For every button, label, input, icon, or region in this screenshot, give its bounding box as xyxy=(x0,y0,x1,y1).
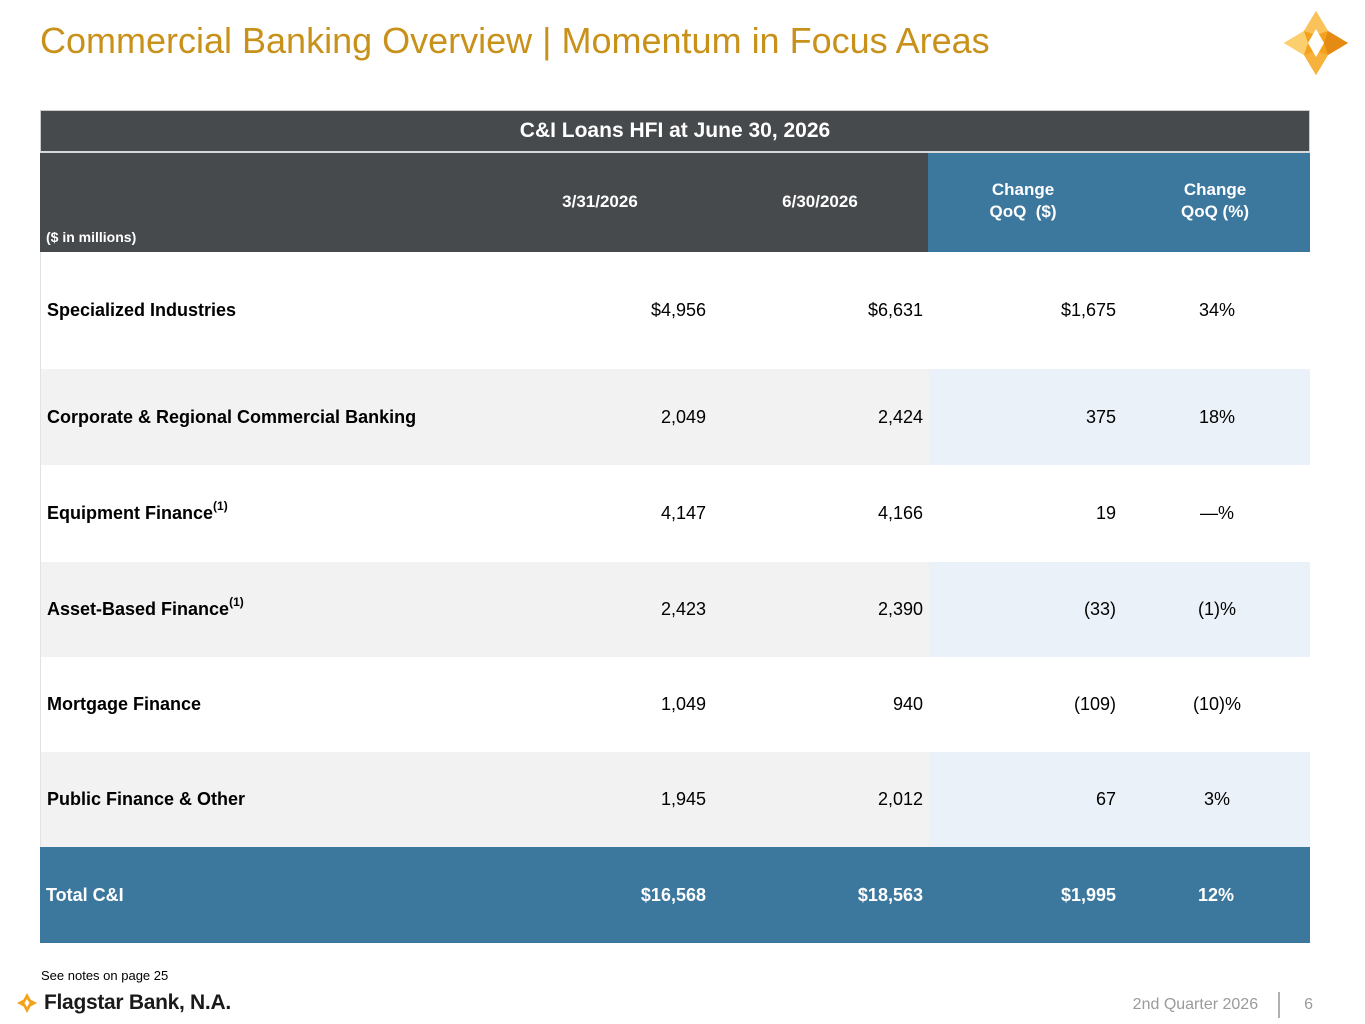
cell-change-pct: —% xyxy=(1199,503,1234,523)
row-label: Specialized Industries xyxy=(47,300,237,320)
cell-q2: 2,012 xyxy=(877,789,923,809)
cell-change-pct: 34% xyxy=(1198,300,1236,320)
table-row: Public Finance & Other 1,945 2,012 67 3% xyxy=(40,752,1310,847)
table-row: Mortgage Finance 1,049 940 (109) (10)% xyxy=(40,657,1310,752)
table-header: 3/31/2026 6/30/2026 Change QoQ ($) Chang… xyxy=(40,153,1310,252)
footnote-marker: (1) xyxy=(229,595,244,609)
row-label: Asset-Based Finance(1) xyxy=(47,595,244,619)
ci-loans-table: C&I Loans HFI at June 30, 2026 3/31/2026… xyxy=(40,110,1310,943)
cell-change-dollar: (109) xyxy=(1073,694,1116,714)
cell-change-dollar: $1,995 xyxy=(1060,884,1116,905)
row-label: Mortgage Finance xyxy=(47,694,202,714)
footnote: See notes on page 25 xyxy=(41,968,169,983)
quarter-label: 2nd Quarter 2026 xyxy=(1132,996,1259,1013)
table-row: Specialized Industries $4,956 $6,631 $1,675… xyxy=(40,252,1310,369)
col-header-change-pct: Change QoQ (%) xyxy=(1181,180,1249,221)
table-title: C&I Loans HFI at June 30, 2026 xyxy=(40,110,1310,151)
cell-change-dollar: $1,675 xyxy=(1060,300,1116,320)
row-label: Public Finance & Other xyxy=(47,789,246,809)
cell-q2: $18,563 xyxy=(857,884,923,905)
brand-logo: Flagstar Bank, N.A. xyxy=(16,991,231,1015)
row-label: Total C&I xyxy=(46,884,124,905)
cell-q2: $6,631 xyxy=(867,300,923,320)
page-title: Commercial Banking Overview | Momentum i… xyxy=(40,20,990,61)
row-label: Equipment Finance(1) xyxy=(47,499,228,523)
cell-q1: 1,049 xyxy=(660,694,706,714)
table-row: Equipment Finance(1) 4,147 4,166 19 —% xyxy=(40,465,1310,562)
cell-q2: 2,424 xyxy=(877,406,923,427)
footer-divider xyxy=(1278,992,1281,1018)
cell-change-pct: (1)% xyxy=(1197,599,1236,619)
row-label: Corporate & Regional Commercial Banking xyxy=(47,406,417,427)
table-body: Specialized Industries $4,956 $6,631 $1,675… xyxy=(40,252,1310,847)
cell-change-dollar: (33) xyxy=(1083,599,1116,619)
table-row: Corporate & Regional Commercial Banking 2… xyxy=(40,369,1310,465)
cell-q1: 4,147 xyxy=(660,503,706,523)
cell-change-dollar: 19 xyxy=(1095,503,1116,523)
cell-q2: 4,166 xyxy=(877,503,923,523)
cell-q1: 2,423 xyxy=(660,599,706,619)
flagstar-small-star-icon xyxy=(17,993,37,1013)
page-number: 6 xyxy=(1304,996,1313,1013)
footnote-marker: (1) xyxy=(213,499,228,513)
cell-q1: 2,049 xyxy=(660,406,706,427)
cell-q2: 2,390 xyxy=(877,599,923,619)
flagstar-star-logo-icon xyxy=(1284,11,1348,75)
col-header-change-dollar: Change QoQ ($) xyxy=(989,180,1057,221)
cell-change-pct: 3% xyxy=(1203,789,1230,809)
brand-name: Flagstar Bank, N.A. xyxy=(44,991,231,1014)
cell-q2: 940 xyxy=(892,694,923,714)
page-footer: 2nd Quarter 2026 6 xyxy=(1133,992,1313,1018)
cell-change-dollar: 375 xyxy=(1085,406,1116,427)
cell-q1: $4,956 xyxy=(650,300,706,320)
cell-q1: 1,945 xyxy=(660,789,706,809)
units-label: ($ in millions) xyxy=(46,229,137,245)
table-row: Asset-Based Finance(1) 2,423 2,390 (33) (1)% xyxy=(40,562,1310,657)
cell-change-dollar: 67 xyxy=(1095,789,1116,809)
cell-change-pct: 18% xyxy=(1198,406,1236,427)
cell-change-pct: 12% xyxy=(1197,884,1235,905)
cell-change-pct: (10)% xyxy=(1192,694,1241,714)
col-header-q2: 6/30/2026 xyxy=(782,192,858,211)
table-row-total: Total C&I $16,568 $18,563 $1,995 12% xyxy=(40,847,1310,943)
cell-q1: $16,568 xyxy=(640,884,706,905)
col-header-q1: 3/31/2026 xyxy=(562,192,638,211)
title-divider xyxy=(40,151,1310,153)
